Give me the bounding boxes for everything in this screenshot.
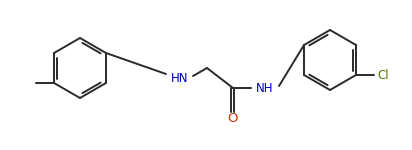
Text: O: O bbox=[228, 111, 238, 124]
Text: HN: HN bbox=[171, 72, 189, 84]
Text: NH: NH bbox=[256, 81, 274, 94]
Text: Cl: Cl bbox=[377, 69, 389, 81]
